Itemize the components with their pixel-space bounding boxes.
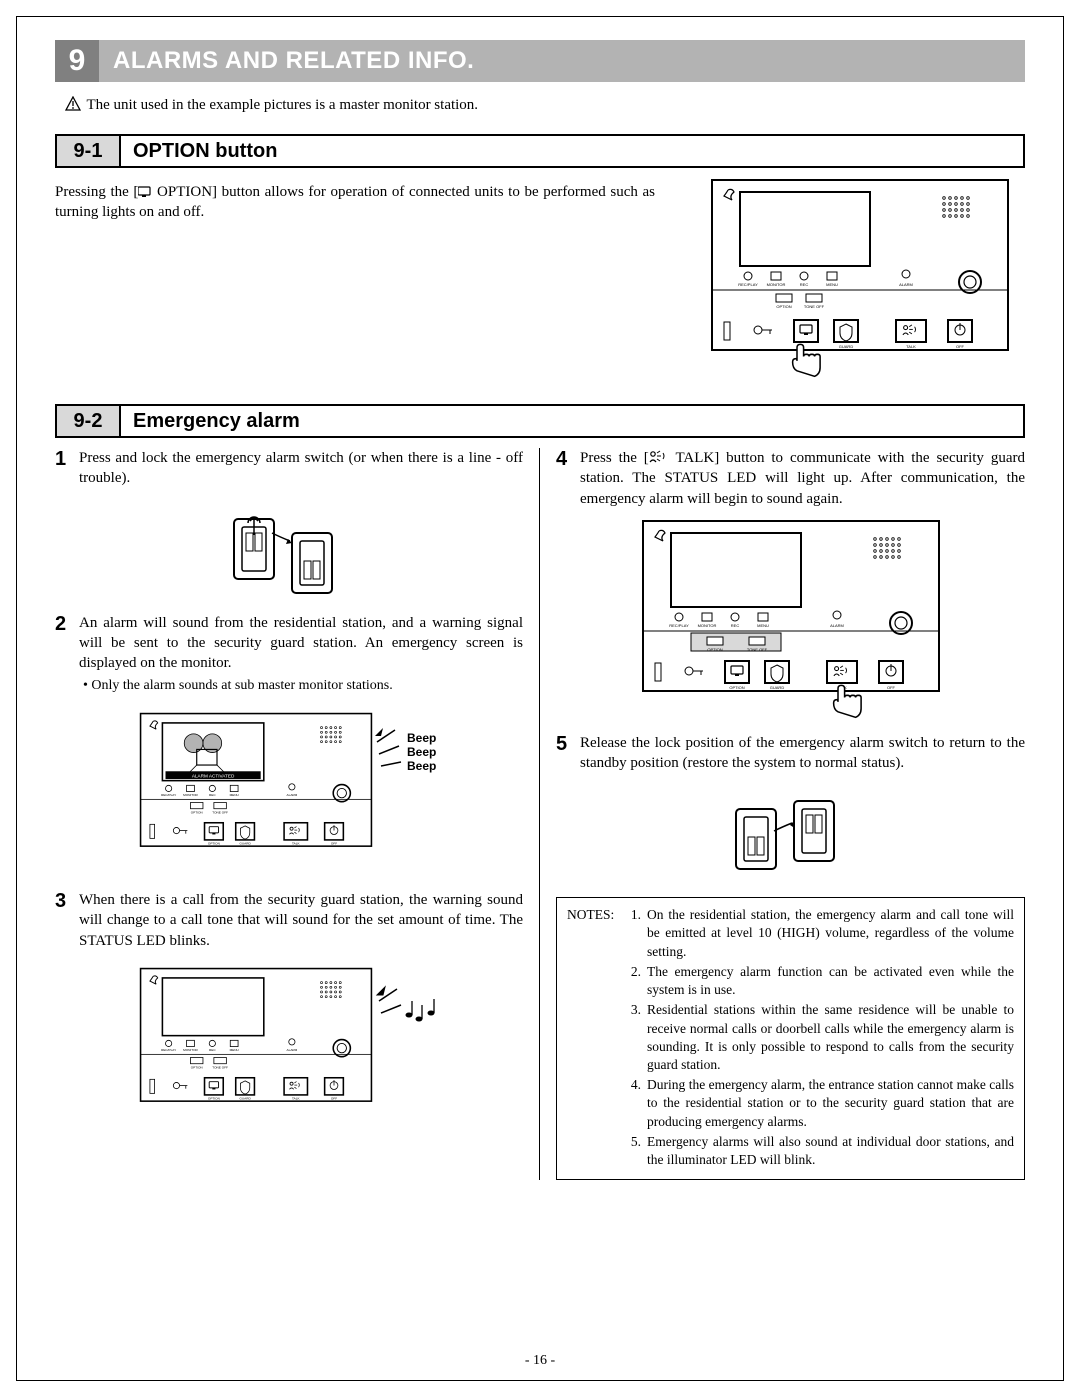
svg-text:GUARD: GUARD: [839, 344, 854, 349]
svg-text:REC: REC: [209, 1048, 216, 1052]
step-2-bullet: • Only the alarm sounds at sub master mo…: [79, 677, 523, 696]
svg-text:OPTION: OPTION: [707, 647, 722, 652]
svg-text:REC/PLAY: REC/PLAY: [738, 282, 758, 287]
svg-text:TALK: TALK: [292, 842, 300, 846]
svg-text:OFF: OFF: [956, 344, 965, 349]
step-5: 5 Release the lock position of the emerg…: [556, 733, 1025, 774]
svg-text:ALARM: ALARM: [287, 793, 298, 797]
svg-text:OPTION: OPTION: [729, 685, 744, 690]
step-3-number: 3: [55, 890, 79, 951]
step-4-text: Press the [ TALK] button to communicate …: [580, 448, 1025, 509]
svg-text:ALARM ACTIVATED: ALARM ACTIVATED: [192, 774, 235, 779]
section-9-1-heading: 9-1 OPTION button: [55, 134, 1025, 168]
svg-text:TONE OFF: TONE OFF: [746, 647, 767, 652]
note-2: The emergency alarm function can be acti…: [647, 963, 1014, 999]
step-3: 3 When there is a call from the security…: [55, 890, 523, 951]
svg-text:OPTION: OPTION: [208, 1096, 220, 1100]
chapter-number: 9: [55, 40, 99, 82]
caution-line: The unit used in the example pictures is…: [55, 96, 1025, 116]
step-2: 2 An alarm will sound from the residenti…: [55, 613, 523, 697]
svg-text:Beep: Beep: [407, 731, 436, 745]
svg-text:MONITOR: MONITOR: [183, 793, 198, 797]
step-5-number: 5: [556, 733, 580, 774]
svg-text:REC/PLAY: REC/PLAY: [161, 1048, 176, 1052]
svg-text:ALARM: ALARM: [830, 623, 844, 628]
svg-text:OPTION: OPTION: [191, 1065, 203, 1069]
section-9-2-title: Emergency alarm: [121, 406, 1023, 436]
caution-text: The unit used in the example pictures is…: [86, 97, 478, 113]
notes-box: NOTES: 1.On the residential station, the…: [556, 897, 1025, 1180]
svg-text:GUARD: GUARD: [239, 842, 251, 846]
svg-text:MENU: MENU: [230, 793, 239, 797]
step-4-number: 4: [556, 448, 580, 509]
svg-text:TONE OFF: TONE OFF: [212, 1065, 228, 1069]
section-9-2-body: 1 Press and lock the emergency alarm swi…: [55, 448, 1025, 1180]
svg-text:OPTION: OPTION: [191, 811, 203, 815]
step-2-figure: ALARM ACTIVATED REC/PLAY MONITOR REC MEN…: [55, 706, 523, 876]
svg-text:TONE OFF: TONE OFF: [804, 304, 825, 309]
note-3: Residential stations within the same res…: [647, 1001, 1014, 1074]
svg-text:GUARD: GUARD: [239, 1096, 251, 1100]
svg-text:MENU: MENU: [826, 282, 838, 287]
section-9-1-number: 9-1: [57, 136, 121, 166]
svg-text:MONITOR: MONITOR: [183, 1048, 198, 1052]
svg-text:OFF: OFF: [331, 842, 337, 846]
step-2-number: 2: [55, 613, 79, 697]
svg-text:Beep: Beep: [407, 745, 436, 759]
step-4: 4 Press the [ TALK] button to communicat…: [556, 448, 1025, 509]
s91-pre: Pressing the [: [55, 184, 138, 200]
step-5-figure: [556, 783, 1025, 883]
svg-text:REC/PLAY: REC/PLAY: [669, 623, 689, 628]
chapter-banner: 9 ALARMS AND RELATED INFO.: [55, 40, 1025, 82]
svg-text:ALARM: ALARM: [287, 1048, 298, 1052]
page-number: - 16 -: [0, 1353, 1080, 1369]
section-9-2-heading: 9-2 Emergency alarm: [55, 404, 1025, 438]
section-9-1-figure: REC/PLAY MONITOR REC MENU ALARM OPTION T…: [695, 178, 1025, 378]
svg-text:TALK: TALK: [906, 344, 916, 349]
s4-pre: Press the [: [580, 450, 649, 466]
section-9-1-body: Pressing the [ OPTION] button allows for…: [55, 178, 655, 378]
section-9-2-number: 9-2: [57, 406, 121, 436]
step-4-figure: REC/PLAY MONITOR REC MENU ALARM OPTION T…: [556, 519, 1025, 719]
notes-list: 1.On the residential station, the emerge…: [627, 906, 1014, 1171]
svg-text:OFF: OFF: [331, 1096, 337, 1100]
step-2-text: An alarm will sound from the residential…: [79, 615, 523, 672]
notes-label: NOTES:: [567, 906, 627, 1171]
svg-text:OPTION: OPTION: [776, 304, 791, 309]
svg-text:ALARM: ALARM: [899, 282, 913, 287]
svg-text:TONE OFF: TONE OFF: [212, 811, 228, 815]
svg-text:OPTION: OPTION: [208, 842, 220, 846]
chapter-title: ALARMS AND RELATED INFO.: [99, 40, 1025, 82]
talk-icon: [649, 450, 669, 464]
svg-text:MONITOR: MONITOR: [697, 623, 716, 628]
svg-text:MONITOR: MONITOR: [767, 282, 786, 287]
step-3-text: When there is a call from the security g…: [79, 890, 523, 951]
section-9-1-title: OPTION button: [121, 136, 1023, 166]
step-3-figure: REC/PLAY MONITOR REC MENU ALARM OPTION T…: [55, 961, 523, 1131]
svg-text:TALK: TALK: [292, 1096, 300, 1100]
svg-text:MENU: MENU: [757, 623, 769, 628]
svg-text:Beep: Beep: [407, 759, 436, 773]
svg-text:REC: REC: [730, 623, 739, 628]
note-5: Emergency alarms will also sound at indi…: [647, 1133, 1014, 1169]
step-1-figure: [55, 499, 523, 599]
step-1-text: Press and lock the emergency alarm switc…: [79, 448, 523, 489]
svg-text:OFF: OFF: [887, 685, 896, 690]
step-1-number: 1: [55, 448, 79, 489]
option-icon: [138, 184, 152, 198]
step-5-text: Release the lock position of the emergen…: [580, 733, 1025, 774]
svg-text:REC: REC: [209, 793, 216, 797]
note-4: During the emergency alarm, the entrance…: [647, 1076, 1014, 1131]
step-1: 1 Press and lock the emergency alarm swi…: [55, 448, 523, 489]
svg-text:REC/PLAY: REC/PLAY: [161, 793, 176, 797]
svg-text:REC: REC: [800, 282, 809, 287]
svg-text:MENU: MENU: [230, 1048, 239, 1052]
warning-icon: [65, 96, 81, 116]
svg-text:GUARD: GUARD: [769, 685, 784, 690]
note-1: On the residential station, the emergenc…: [647, 906, 1014, 961]
